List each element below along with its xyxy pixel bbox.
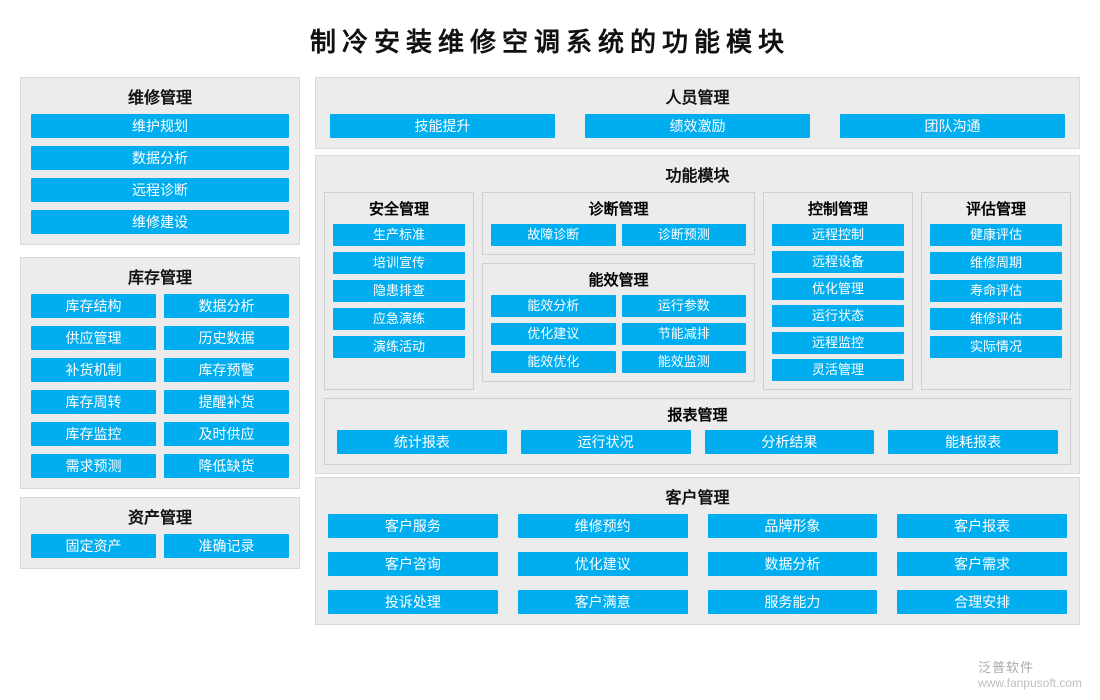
control-item: 远程设备 <box>772 251 904 273</box>
efficiency-item: 能效监测 <box>622 351 747 373</box>
watermark-url: www.fanpusoft.com <box>978 676 1082 690</box>
sub-safety-title: 安全管理 <box>325 193 473 224</box>
inventory-item: 需求预测 <box>31 454 156 478</box>
customer-item: 客户报表 <box>897 514 1067 538</box>
watermark: 泛普软件 www.fanpusoft.com <box>978 657 1082 690</box>
inventory-item: 库存监控 <box>31 422 156 446</box>
inventory-item: 及时供应 <box>164 422 289 446</box>
personnel-item: 技能提升 <box>330 114 555 138</box>
panel-assets: 资产管理 固定资产 准确记录 <box>20 497 300 569</box>
customer-item: 维修预约 <box>518 514 688 538</box>
panel-inventory-title: 库存管理 <box>21 258 299 294</box>
inventory-item: 供应管理 <box>31 326 156 350</box>
diagnosis-item: 故障诊断 <box>491 224 616 246</box>
inventory-item: 库存周转 <box>31 390 156 414</box>
sub-control-title: 控制管理 <box>764 193 912 224</box>
sub-evaluate-title: 评估管理 <box>922 193 1070 224</box>
panel-customer-title: 客户管理 <box>316 478 1079 514</box>
customer-item: 优化建议 <box>518 552 688 576</box>
sub-evaluate: 评估管理 健康评估 维修周期 寿命评估 维修评估 实际情况 <box>921 192 1071 390</box>
sub-control: 控制管理 远程控制 远程设备 优化管理 运行状态 远程监控 灵活管理 <box>763 192 913 390</box>
evaluate-item: 维修评估 <box>930 308 1062 330</box>
assets-item: 固定资产 <box>31 534 156 558</box>
panel-personnel: 人员管理 技能提升 绩效激励 团队沟通 <box>315 77 1080 149</box>
safety-item: 生产标准 <box>333 224 465 246</box>
safety-item: 应急演练 <box>333 308 465 330</box>
control-item: 优化管理 <box>772 278 904 300</box>
evaluate-item: 健康评估 <box>930 224 1062 246</box>
evaluate-item: 寿命评估 <box>930 280 1062 302</box>
inventory-item: 补货机制 <box>31 358 156 382</box>
panel-maintenance-title: 维修管理 <box>21 78 299 114</box>
panel-customer: 客户管理 客户服务 维修预约 品牌形象 客户报表 客户咨询 优化建议 数据分析 … <box>315 477 1080 625</box>
reports-item: 运行状况 <box>521 430 691 454</box>
control-item: 运行状态 <box>772 305 904 327</box>
sub-safety: 安全管理 生产标准 培训宣传 隐患排查 应急演练 演练活动 <box>324 192 474 390</box>
sub-efficiency: 能效管理 能效分析 运行参数 优化建议 节能减排 能效优化 能效监测 <box>482 263 755 382</box>
maintenance-item: 数据分析 <box>31 146 289 170</box>
customer-item: 合理安排 <box>897 590 1067 614</box>
customer-item: 客户满意 <box>518 590 688 614</box>
panel-personnel-title: 人员管理 <box>316 78 1079 114</box>
efficiency-item: 能效优化 <box>491 351 616 373</box>
efficiency-item: 节能减排 <box>622 323 747 345</box>
evaluate-item: 维修周期 <box>930 252 1062 274</box>
panel-modules-title: 功能模块 <box>316 156 1079 192</box>
inventory-item: 历史数据 <box>164 326 289 350</box>
sub-diagnosis: 诊断管理 故障诊断 诊断预测 <box>482 192 755 255</box>
efficiency-item: 运行参数 <box>622 295 747 317</box>
diagnosis-item: 诊断预测 <box>622 224 747 246</box>
sub-efficiency-title: 能效管理 <box>483 264 754 295</box>
personnel-item: 团队沟通 <box>840 114 1065 138</box>
control-item: 远程监控 <box>772 332 904 354</box>
sub-reports-title: 报表管理 <box>325 399 1070 430</box>
inventory-item: 库存结构 <box>31 294 156 318</box>
inventory-item: 数据分析 <box>164 294 289 318</box>
safety-item: 隐患排查 <box>333 280 465 302</box>
reports-item: 分析结果 <box>705 430 875 454</box>
panel-maintenance: 维修管理 维护规划 数据分析 远程诊断 维修建设 <box>20 77 300 245</box>
customer-item: 服务能力 <box>708 590 878 614</box>
panel-assets-title: 资产管理 <box>21 498 299 534</box>
sub-diagnosis-title: 诊断管理 <box>483 193 754 224</box>
reports-item: 统计报表 <box>337 430 507 454</box>
control-item: 灵活管理 <box>772 359 904 381</box>
inventory-item: 降低缺货 <box>164 454 289 478</box>
safety-item: 演练活动 <box>333 336 465 358</box>
customer-item: 客户需求 <box>897 552 1067 576</box>
panel-inventory: 库存管理 库存结构 数据分析 供应管理 历史数据 补货机制 库存预警 库存周转 … <box>20 257 300 489</box>
efficiency-item: 优化建议 <box>491 323 616 345</box>
customer-item: 客户咨询 <box>328 552 498 576</box>
inventory-item: 库存预警 <box>164 358 289 382</box>
evaluate-item: 实际情况 <box>930 336 1062 358</box>
page-title: 制冷安装维修空调系统的功能模块 <box>0 0 1100 77</box>
maintenance-item: 维修建设 <box>31 210 289 234</box>
reports-item: 能耗报表 <box>888 430 1058 454</box>
customer-item: 投诉处理 <box>328 590 498 614</box>
sub-reports: 报表管理 统计报表 运行状况 分析结果 能耗报表 <box>324 398 1071 465</box>
maintenance-item: 维护规划 <box>31 114 289 138</box>
safety-item: 培训宣传 <box>333 252 465 274</box>
assets-item: 准确记录 <box>164 534 289 558</box>
maintenance-item: 远程诊断 <box>31 178 289 202</box>
control-item: 远程控制 <box>772 224 904 246</box>
customer-item: 数据分析 <box>708 552 878 576</box>
inventory-item: 提醒补货 <box>164 390 289 414</box>
customer-item: 客户服务 <box>328 514 498 538</box>
customer-item: 品牌形象 <box>708 514 878 538</box>
watermark-cn: 泛普软件 <box>978 660 1034 675</box>
panel-modules: 功能模块 安全管理 生产标准 培训宣传 隐患排查 应急演练 演练活动 诊断管理 <box>315 155 1080 474</box>
personnel-item: 绩效激励 <box>585 114 810 138</box>
efficiency-item: 能效分析 <box>491 295 616 317</box>
